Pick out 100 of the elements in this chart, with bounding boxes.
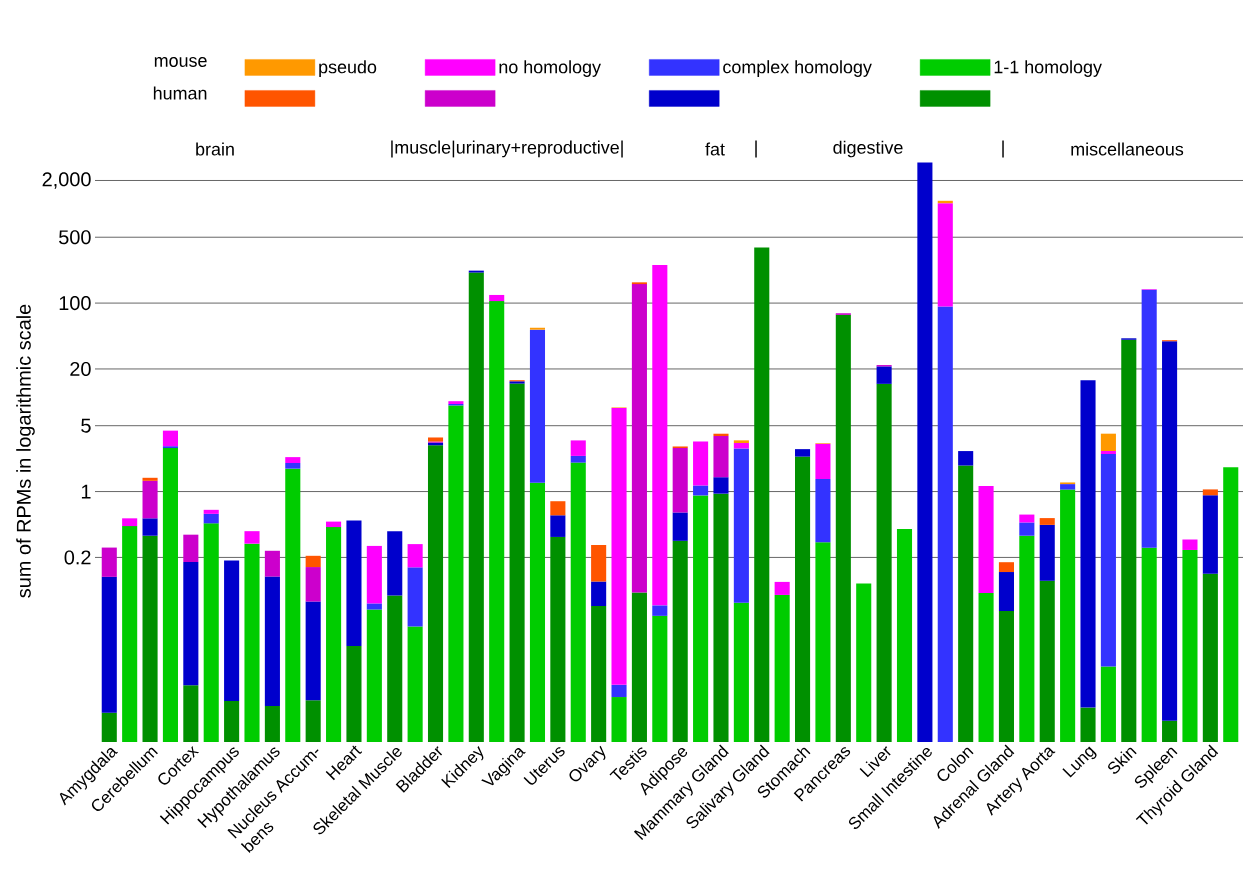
text: digestive (833, 140, 903, 158)
bar (162, 430, 178, 447)
bar (815, 478, 831, 543)
bar (1162, 720, 1178, 742)
bar (672, 512, 688, 541)
bar (529, 329, 546, 483)
bar (693, 485, 709, 496)
bar (733, 448, 749, 603)
bar (978, 592, 994, 742)
bar (570, 455, 586, 463)
bar (285, 457, 301, 463)
bar (631, 284, 647, 593)
bar (998, 611, 1014, 742)
bar (774, 594, 790, 742)
bar (101, 576, 117, 713)
bar (1182, 539, 1198, 550)
bar (652, 265, 668, 606)
legend-label: pseudo (319, 60, 377, 77)
bar (1182, 549, 1198, 742)
bar (203, 523, 219, 742)
bar (1100, 666, 1116, 742)
bar (1080, 380, 1096, 708)
bar (509, 383, 525, 742)
bar (1141, 289, 1157, 548)
bar (591, 581, 607, 607)
bar (122, 518, 138, 527)
bar (244, 543, 260, 742)
bar (529, 482, 546, 742)
bar (142, 518, 158, 536)
bar (305, 555, 321, 568)
bar (1019, 535, 1035, 742)
bar (978, 486, 994, 593)
legend-label: no homology (499, 60, 601, 77)
y-tick-label: 5 (81, 418, 91, 433)
bar (1060, 484, 1076, 490)
y-tick-label: 100 (59, 296, 91, 311)
bar (550, 515, 566, 537)
bar (713, 493, 729, 742)
bar (1223, 467, 1239, 742)
text: | (1002, 140, 1004, 158)
bar (366, 603, 382, 610)
bar (937, 203, 953, 307)
bar (713, 477, 729, 494)
bar (224, 560, 240, 701)
bar (264, 550, 280, 577)
text: mouse (154, 57, 207, 67)
bar (591, 545, 607, 582)
bar (468, 272, 484, 742)
bar (652, 605, 668, 616)
bar (346, 645, 362, 742)
bar (958, 451, 974, 466)
bar (631, 592, 647, 742)
y-tick-label: 20 (70, 361, 91, 377)
bar (305, 700, 321, 742)
bar (937, 306, 953, 742)
bar (652, 615, 668, 742)
bar (427, 445, 444, 742)
bar (876, 366, 892, 384)
bar (815, 443, 831, 479)
bar (183, 534, 199, 563)
bar (427, 437, 444, 442)
bar (1019, 522, 1035, 536)
bar (570, 440, 586, 456)
bar (672, 540, 688, 742)
bar (1162, 341, 1178, 721)
bar (1121, 339, 1137, 742)
text: fat (705, 142, 725, 156)
bar (142, 535, 158, 742)
bar (489, 294, 505, 302)
bar (774, 581, 790, 595)
bar (407, 544, 423, 568)
bar (285, 468, 301, 742)
text: |muscle|urinary+reproductive| (391, 140, 623, 158)
bar (856, 583, 872, 742)
bar (1100, 433, 1116, 452)
text: | (755, 140, 757, 158)
bar (387, 531, 403, 596)
bar (1039, 518, 1055, 525)
bar (244, 531, 260, 544)
bar (570, 462, 586, 742)
bar (122, 526, 138, 742)
bar (733, 602, 749, 742)
bar (693, 495, 709, 742)
bar (346, 520, 362, 646)
bar (407, 626, 423, 742)
bar (611, 697, 627, 742)
bar (1039, 524, 1055, 581)
text: miscellaneous (1071, 142, 1184, 156)
bar (1080, 707, 1096, 742)
bar (896, 529, 913, 742)
text: brain (196, 142, 234, 156)
bar (733, 440, 749, 443)
y-tick-label: 2,000 (42, 172, 91, 189)
bar (672, 447, 688, 513)
bar (162, 447, 178, 742)
bar (1039, 580, 1055, 742)
y-tick-label: 500 (59, 230, 91, 245)
bar (183, 562, 199, 686)
bar (183, 685, 199, 742)
bar (795, 449, 811, 457)
